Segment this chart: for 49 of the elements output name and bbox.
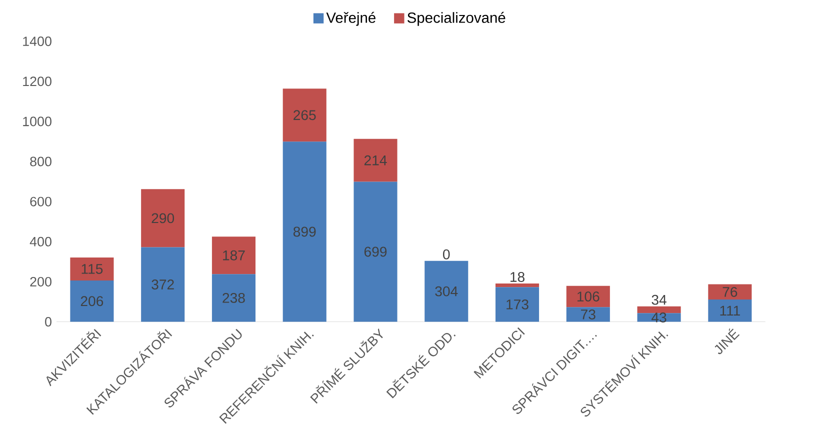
bar	[424, 261, 468, 322]
bar	[637, 313, 681, 322]
bar	[212, 274, 256, 322]
bar	[708, 284, 752, 300]
data-label: 76	[722, 287, 738, 298]
data-label: 106	[577, 292, 600, 302]
data-label: 73	[581, 310, 596, 320]
data-label: 265	[294, 110, 316, 120]
data-label: 290	[152, 213, 174, 224]
data-label: 111	[720, 306, 740, 316]
bar	[70, 280, 114, 322]
legend-label: Veřejné	[326, 12, 376, 26]
bar	[566, 307, 610, 322]
y-tick-label: 200	[30, 277, 52, 287]
data-label: 699	[364, 246, 387, 257]
bar	[282, 142, 326, 322]
bar	[637, 306, 681, 314]
data-label: 187	[223, 250, 245, 261]
bar	[354, 139, 398, 182]
bar	[354, 182, 398, 322]
bar	[70, 258, 114, 281]
y-tick-label: 1200	[23, 76, 52, 86]
data-label: 899	[293, 226, 316, 237]
data-label: 214	[364, 156, 387, 166]
y-tick-label: 400	[30, 237, 52, 247]
bar	[282, 88, 326, 142]
legend-label: Specializované	[407, 12, 506, 26]
y-tick-label: 600	[30, 197, 52, 207]
data-label: 372	[152, 280, 174, 290]
data-label: 304	[435, 286, 458, 296]
data-label: 206	[80, 296, 104, 306]
bar	[212, 236, 256, 274]
y-tick-label: 1000	[23, 116, 52, 126]
y-tick-label: 1400	[23, 36, 52, 46]
bar	[708, 300, 752, 322]
y-tick-label: 800	[30, 156, 52, 166]
data-label: 115	[82, 264, 103, 274]
bar	[496, 287, 540, 322]
data-label: 238	[222, 293, 245, 304]
y-tick-label: 0	[45, 317, 52, 327]
bar	[141, 189, 185, 248]
bar	[141, 247, 185, 322]
bar	[566, 286, 610, 308]
data-label: 18	[510, 272, 524, 282]
data-label: 34	[652, 295, 666, 305]
data-label: 0	[443, 250, 450, 260]
bar	[496, 284, 540, 288]
data-label: 43	[652, 312, 666, 323]
data-label: 173	[506, 300, 528, 310]
